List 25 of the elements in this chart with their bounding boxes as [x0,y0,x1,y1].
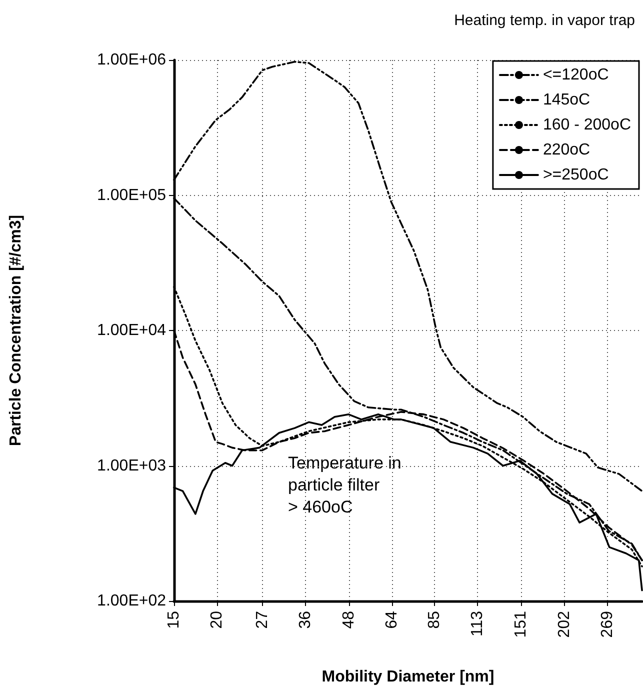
legend-title: Heating temp. in vapor trap [454,12,636,29]
legend-label: 160 - 200oC [542,116,631,134]
y-tick-label: 1.00E+05 [97,186,166,204]
x-tick-label: 151 [512,610,530,638]
annotation: Temperature in particle filter > 460oC [288,454,402,516]
y-tick-label: 1.00E+03 [97,457,166,474]
x-tick-label: 113 [468,610,486,637]
x-tick-label: 20 [208,610,226,629]
y-tick-label: 1.00E+04 [97,322,166,339]
y-axis-title: Particle Concentration [#/cm3] [8,214,24,446]
x-tick-label: 85 [426,610,444,629]
legend-label: 145oC [542,92,590,108]
x-tick-label: 64 [383,610,400,629]
y-tick-label: 1.00E+06 [97,52,166,68]
x-tick-label: 36 [297,610,314,629]
x-tick-label: 202 [556,610,574,638]
y-tick-label: 1.00E+02 [97,592,166,610]
x-tick-label: 48 [340,610,358,629]
x-tick-label: 27 [254,610,271,629]
x-tick-label: 15 [166,610,182,629]
legend-label: >=250oC [542,166,609,184]
legend-label: <=120oC [542,66,609,84]
legend-label: 220oC [542,142,590,158]
x-axis-title: Mobility Diameter [nm] [322,668,494,686]
x-tick-label: 269 [599,610,616,638]
